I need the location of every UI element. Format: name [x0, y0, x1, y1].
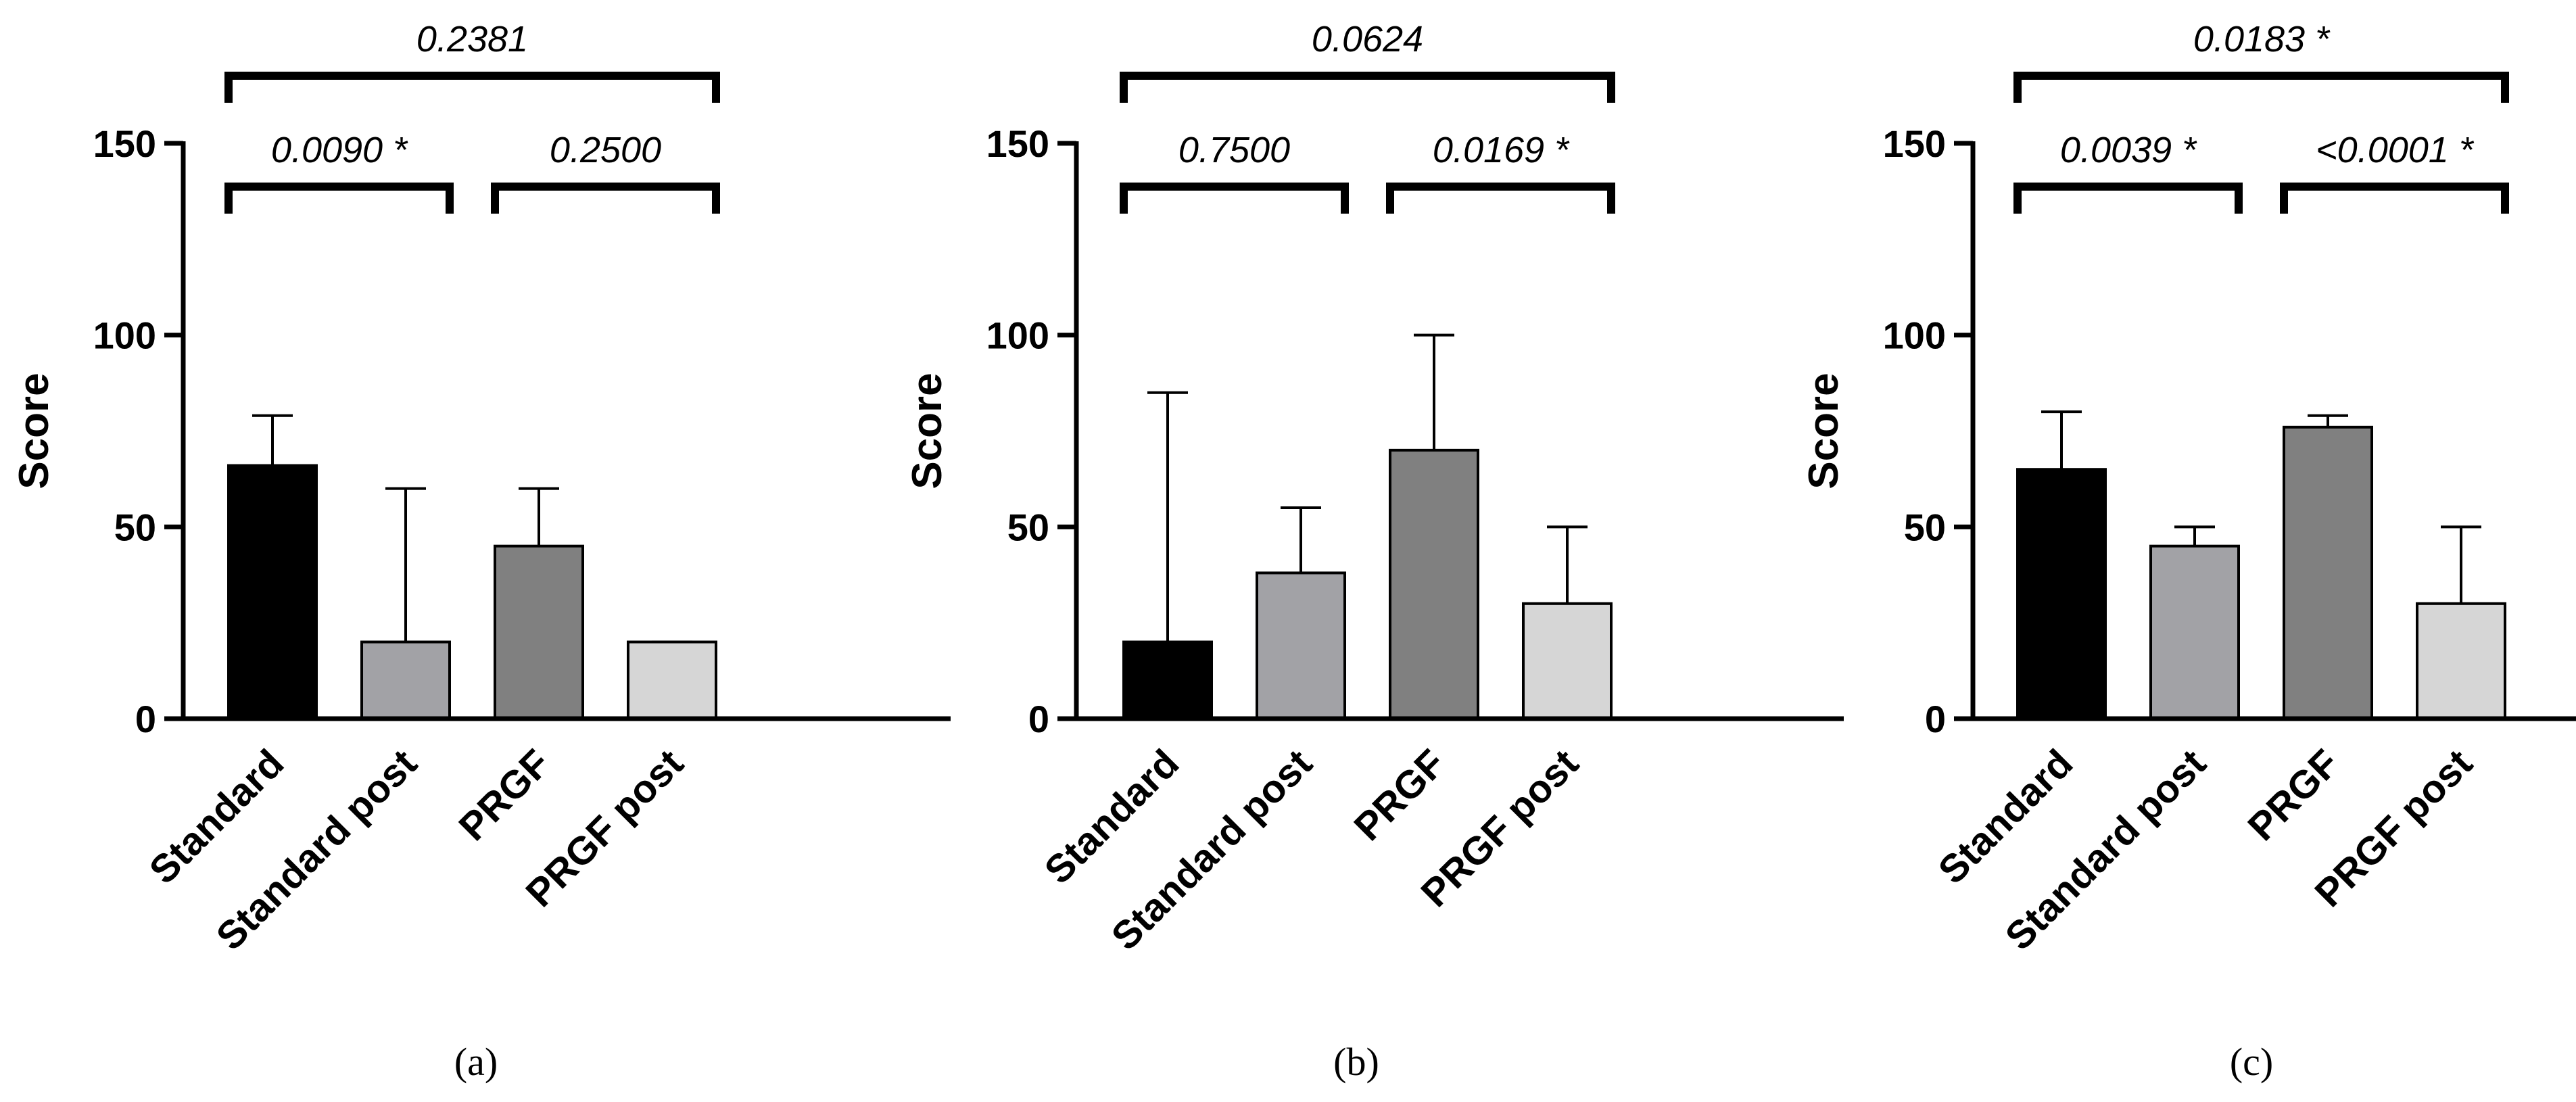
p-value-label: 0.7500 — [1178, 130, 1290, 170]
y-tick-label: 100 — [93, 314, 156, 357]
panel-label: (b) — [1333, 1040, 1379, 1084]
y-tick-label: 50 — [1007, 506, 1049, 548]
p-value-label: 0.0039 * — [2060, 130, 2197, 170]
y-tick-label: 0 — [135, 698, 156, 740]
panel-label: (a) — [454, 1040, 498, 1084]
y-tick-label: 150 — [986, 122, 1049, 165]
significance-bracket — [224, 72, 720, 103]
significance-bracket — [2013, 183, 2243, 214]
bar-standard — [1122, 640, 1213, 720]
y-tick-label: 50 — [1904, 506, 1946, 548]
bar-prgf-post — [2416, 602, 2506, 720]
significance-bracket — [491, 183, 720, 214]
y-tick-label: 150 — [93, 122, 156, 165]
p-value-label: 0.0624 — [1312, 19, 1423, 59]
bar-prgf — [494, 544, 584, 721]
p-value-label: <0.0001 * — [2316, 130, 2475, 170]
y-tick-label: 0 — [1028, 698, 1049, 740]
y-axis-title: Score — [904, 373, 951, 489]
bar-prgf-post — [627, 640, 717, 720]
bar-standard-post — [360, 640, 451, 720]
significance-bracket — [1120, 72, 1615, 103]
p-value-label: 0.0090 * — [271, 130, 408, 170]
significance-bracket — [1386, 183, 1615, 214]
y-tick-label: 100 — [1883, 314, 1946, 357]
bar-standard — [2016, 468, 2107, 720]
significance-bracket — [2280, 183, 2509, 214]
y-tick-label: 100 — [986, 314, 1049, 357]
p-value-label: 0.0183 * — [2193, 19, 2331, 59]
bar-prgf-post — [1522, 602, 1613, 720]
bar-standard — [227, 464, 318, 720]
y-tick-label: 50 — [114, 506, 156, 548]
significance-bracket — [224, 183, 454, 214]
significance-bracket — [1120, 183, 1349, 214]
p-value-label: 0.0169 * — [1433, 130, 1570, 170]
y-tick-label: 0 — [1925, 698, 1946, 740]
bar-standard-post — [2149, 544, 2240, 721]
y-tick-label: 150 — [1883, 122, 1946, 165]
bar-standard-post — [1256, 571, 1346, 720]
p-value-label: 0.2381 — [416, 19, 528, 59]
panel-label: (c) — [2230, 1040, 2273, 1084]
significance-bracket — [2013, 72, 2509, 103]
bar-prgf — [1389, 448, 1479, 720]
y-axis-title: Score — [11, 373, 57, 489]
y-axis-title: Score — [1800, 373, 1847, 489]
bar-prgf — [2283, 425, 2373, 720]
p-value-label: 0.2500 — [550, 130, 661, 170]
